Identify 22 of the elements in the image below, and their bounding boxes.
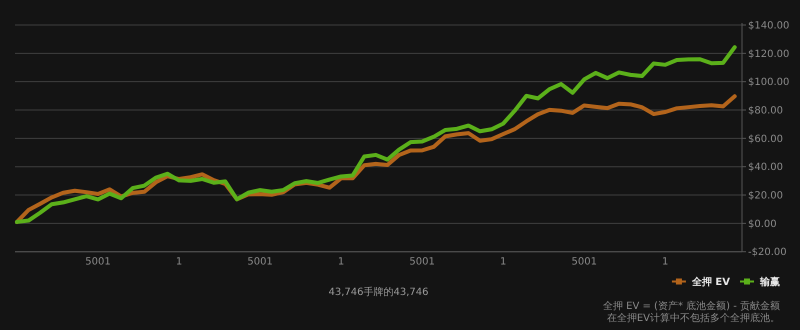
y-tick-label: $0.00	[748, 218, 777, 230]
y-tick-label: $80.00	[748, 106, 783, 117]
y-tick-label: $60.00	[748, 134, 783, 145]
legend-label: 输赢	[759, 276, 780, 288]
y-tick-label: $140.00	[748, 20, 790, 32]
y-tick-label: $100.00	[748, 77, 790, 88]
y-tick-label: -$20.00	[748, 247, 787, 258]
text: 全押 EV = (资产* 底池金额) - 贡献金额	[602, 300, 780, 312]
x-tick-label: 5001	[247, 256, 273, 268]
x-tick-label: 5001	[85, 256, 111, 268]
x-tick-label: 1	[662, 256, 668, 268]
x-tick-label: 1	[176, 256, 182, 268]
legend-label: 全押 EV	[690, 276, 730, 288]
x-tick-label: 1	[500, 256, 506, 268]
text: 在全押EV计算中不包括多个全押底池。	[606, 312, 780, 324]
x-tick-label: 5001	[409, 256, 435, 268]
x-tick-label: 5001	[571, 256, 597, 268]
y-tick-label: $120.00	[748, 48, 790, 60]
x-axis-title: 43,746手牌的43,746	[328, 286, 428, 298]
y-tick-label: $40.00	[748, 162, 783, 174]
x-tick-label: 1	[338, 256, 344, 268]
y-tick-label: $20.00	[748, 190, 783, 202]
